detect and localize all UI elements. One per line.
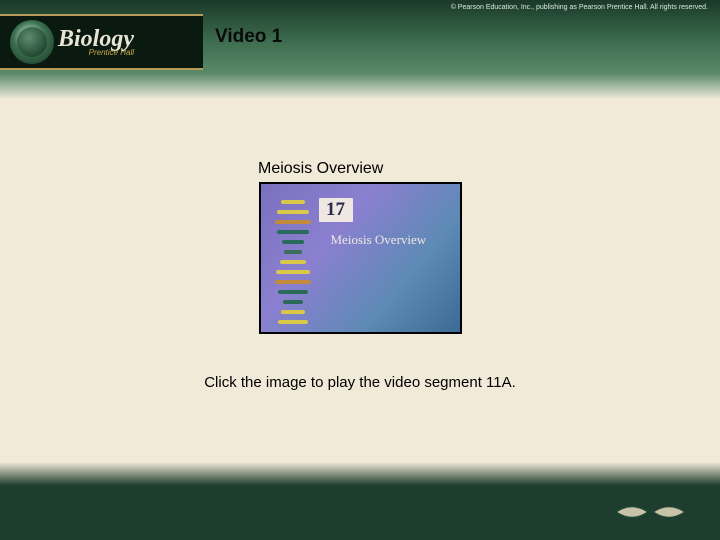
dna-helix-icon (273, 194, 313, 326)
instruction-text: Click the image to play the video segmen… (0, 374, 720, 391)
logo-text: Biology Prentice Hall (58, 27, 134, 57)
arrow-left-icon (615, 500, 649, 524)
header: © Pearson Education, Inc., publishing as… (0, 0, 720, 98)
logo-sub-text: Prentice Hall (89, 49, 134, 57)
chapter-number-box: 17 (319, 198, 353, 222)
prev-arrow-button[interactable] (615, 500, 649, 524)
copyright-text: © Pearson Education, Inc., publishing as… (451, 4, 708, 11)
video-thumbnail[interactable]: 17 Meiosis Overview (259, 182, 462, 334)
video-overlay-label: Meiosis Overview (331, 232, 427, 248)
content-area: Meiosis Overview 17 Meiosis Overview Cli… (0, 160, 720, 391)
nav-arrows (615, 500, 686, 524)
video-title: Meiosis Overview (258, 160, 720, 178)
footer (0, 462, 720, 540)
logo-strip: Biology Prentice Hall (0, 14, 203, 70)
next-arrow-button[interactable] (652, 500, 686, 524)
logo-ring-icon (10, 20, 54, 64)
page-title: Video 1 (215, 26, 282, 48)
arrow-right-icon (652, 500, 686, 524)
